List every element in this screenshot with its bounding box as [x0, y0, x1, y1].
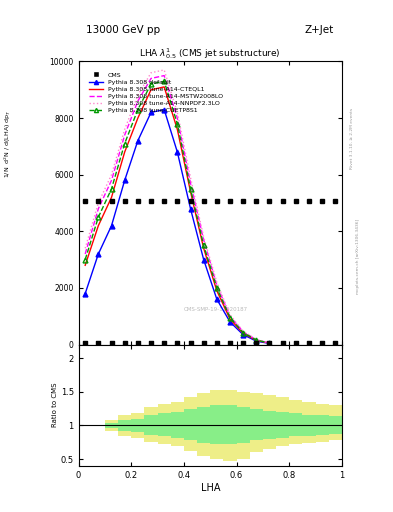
Point: [306, 339, 312, 347]
Text: 1/N  d$^2$N / d(LHA) dp$_T$: 1/N d$^2$N / d(LHA) dp$_T$: [3, 109, 13, 178]
Point: [227, 339, 233, 347]
Point: [95, 339, 101, 347]
Point: [293, 339, 299, 347]
Point: [253, 339, 259, 347]
Point: [214, 339, 220, 347]
Text: CMS-SMP-19-11920187: CMS-SMP-19-11920187: [184, 307, 248, 312]
Text: mcplots.cern.ch [arXiv:1306.3436]: mcplots.cern.ch [arXiv:1306.3436]: [356, 219, 360, 293]
Title: LHA $\lambda^{1}_{0.5}$ (CMS jet substructure): LHA $\lambda^{1}_{0.5}$ (CMS jet substru…: [140, 47, 281, 61]
Text: 13000 GeV pp: 13000 GeV pp: [86, 25, 161, 35]
Point: [82, 339, 88, 347]
Point: [187, 339, 194, 347]
Point: [332, 339, 338, 347]
Legend: CMS, Pythia 8.308 default, Pythia 8.308 tune-A14-CTEQL1, Pythia 8.308 tune-A14-M: CMS, Pythia 8.308 default, Pythia 8.308 …: [87, 70, 225, 115]
Point: [161, 339, 167, 347]
Point: [200, 339, 207, 347]
Point: [240, 339, 246, 347]
Point: [148, 339, 154, 347]
Y-axis label: Ratio to CMS: Ratio to CMS: [52, 383, 58, 428]
Point: [174, 339, 180, 347]
Text: Z+Jet: Z+Jet: [305, 25, 334, 35]
Point: [279, 339, 286, 347]
Point: [319, 339, 325, 347]
Point: [135, 339, 141, 347]
Point: [266, 339, 273, 347]
Point: [108, 339, 115, 347]
Text: Rivet 3.1.10, ≥ 2.2M events: Rivet 3.1.10, ≥ 2.2M events: [350, 108, 354, 169]
Point: [121, 339, 128, 347]
X-axis label: LHA: LHA: [200, 482, 220, 493]
